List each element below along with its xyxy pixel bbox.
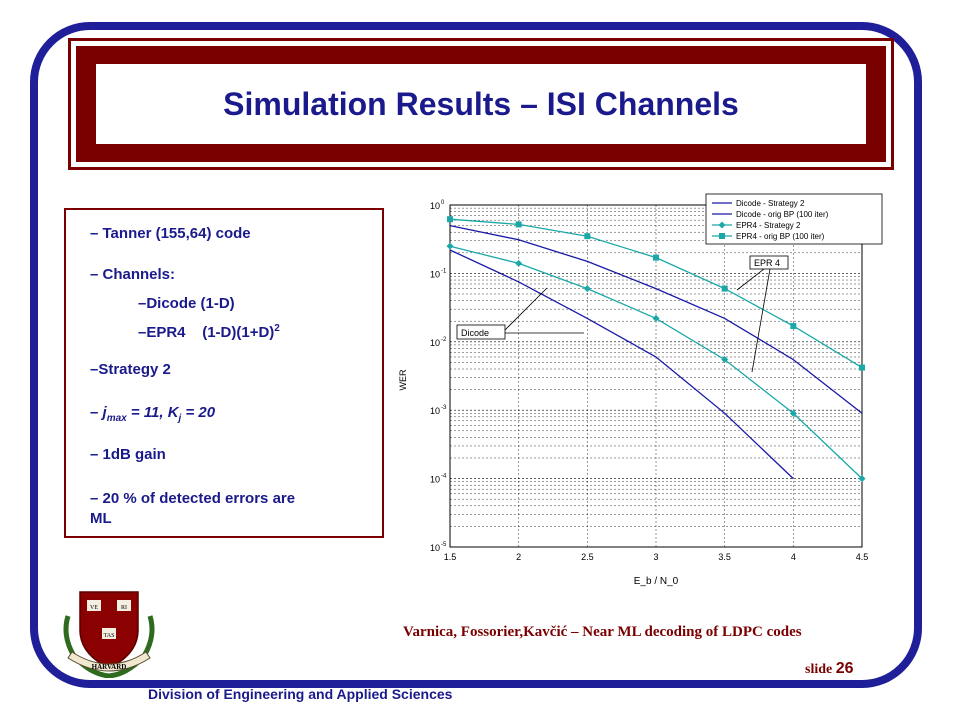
annotation-arrow-dicode-1 (504, 287, 548, 331)
legend-label: EPR4 - orig BP (100 iter) (736, 232, 825, 241)
param-k: = 11, K (126, 404, 179, 421)
harvard-logo: VE RI TAS HARVARD (63, 591, 155, 678)
bullet-epr4-text: –EPR4 (1-D)(1+D) (138, 324, 275, 341)
x-tick-label: 3.5 (718, 552, 731, 562)
legend-marker-diamond (718, 221, 726, 229)
bullet-errors-line2: ML (90, 510, 112, 527)
slide-number: slide 26 (805, 660, 854, 678)
chart-grid (449, 205, 863, 548)
y-tick-label: 10 (430, 406, 440, 416)
chart-series (446, 216, 866, 483)
point-square (515, 221, 522, 228)
point-diamond (515, 259, 523, 267)
series-line-1 (449, 224, 863, 414)
point-square (790, 323, 797, 330)
bullet-epr4-sup: 2 (274, 323, 280, 334)
y-tick-exponent: 0 (441, 200, 445, 206)
x-tick-label: 3 (653, 552, 658, 562)
slide-label: slide (805, 662, 833, 677)
x-tick-label: 4.5 (856, 552, 869, 562)
y-tick-label: 10 (430, 201, 440, 211)
department-name: Division of Engineering and Applied Scie… (148, 686, 453, 702)
x-tick-label: 2 (516, 552, 521, 562)
bullet-box: – Tanner (155,64) code – Channels: –Dico… (64, 208, 384, 538)
y-tick-label: 10 (430, 338, 440, 348)
bullet-epr4: –EPR4 (1-D)(1+D)2 (138, 323, 280, 341)
y-tick-label: 10 (430, 475, 440, 485)
point-diamond (789, 409, 797, 417)
citation: Varnica, Fossorier,Kavčić – Near ML deco… (403, 624, 802, 640)
x-tick-label: 1.5 (444, 552, 457, 562)
legend-label: Dicode - Strategy 2 (736, 199, 805, 208)
point-diamond (652, 314, 660, 322)
bullet-strategy: –Strategy 2 (90, 361, 171, 378)
chart-annotations: Dicode EPR 4 (456, 255, 789, 373)
x-axis-ticks: 1.5 2 2.5 3 3.5 4 4.5 (444, 552, 869, 562)
plot-area (449, 204, 863, 548)
bullet-channels: – Channels: (90, 266, 176, 283)
y-tick-exponent: -5 (441, 542, 447, 548)
point-square (721, 285, 728, 292)
annotation-arrow-epr4-2 (751, 268, 771, 373)
legend-marker-square (719, 233, 725, 239)
y-tick-exponent: -1 (441, 268, 447, 274)
y-tick-exponent: -4 (441, 474, 447, 480)
logo-word-3: TAS (104, 633, 115, 639)
bullet-dicode: –Dicode (1-D) (138, 295, 235, 312)
param-j: – j (90, 404, 107, 421)
y-tick-exponent: -3 (441, 405, 447, 411)
bullet-code: – Tanner (155,64) code (90, 225, 251, 242)
legend-label: EPR4 - Strategy 2 (736, 221, 801, 230)
bullet-params: – jmax = 11, Kj = 20 (90, 404, 215, 424)
footer-gap (138, 690, 508, 698)
param-k-sub: j (178, 413, 182, 424)
y-tick-label: 10 (430, 543, 440, 553)
x-tick-label: 2.5 (581, 552, 594, 562)
point-square (447, 216, 453, 223)
annotation-box-epr4 (749, 255, 789, 270)
logo-ribbon-text: HARVARD (92, 663, 127, 671)
point-square (859, 364, 865, 371)
slide-frame (30, 22, 922, 688)
y-tick-label: 10 (430, 269, 440, 279)
y-axis-label: WER (398, 369, 408, 390)
bullet-errors-line1: – 20 % of detected errors are (90, 490, 296, 507)
annotation-dicode: Dicode (461, 328, 489, 338)
x-tick-label: 4 (791, 552, 796, 562)
chart-legend: Dicode - Strategy 2 Dicode - orig BP (100… (705, 193, 883, 245)
param-k-value: = 20 (181, 404, 216, 421)
legend-box (705, 193, 883, 245)
point-diamond (858, 475, 866, 483)
slide-number-value: 26 (835, 660, 854, 677)
annotation-epr4: EPR 4 (754, 258, 780, 268)
point-diamond (583, 285, 591, 293)
series-line-0 (449, 249, 794, 480)
annotation-box-dicode (456, 324, 506, 340)
point-square (584, 233, 591, 240)
point-diamond (721, 356, 729, 364)
param-j-sub: max (106, 413, 127, 424)
x-axis-label: E_b / N_0 (634, 576, 679, 587)
title-box: Simulation Results – ISI Channels (96, 64, 866, 144)
point-diamond (446, 242, 454, 250)
point-square (653, 254, 659, 261)
y-tick-exponent: -2 (441, 337, 447, 343)
logo-word-1: VE (90, 605, 98, 611)
legend-label: Dicode - orig BP (100 iter) (736, 210, 829, 219)
logo-word-2: RI (121, 605, 127, 611)
annotation-arrow-epr4-1 (736, 268, 765, 291)
slide-title: Simulation Results – ISI Channels (223, 85, 739, 122)
bullet-gain: – 1dB gain (90, 446, 166, 463)
